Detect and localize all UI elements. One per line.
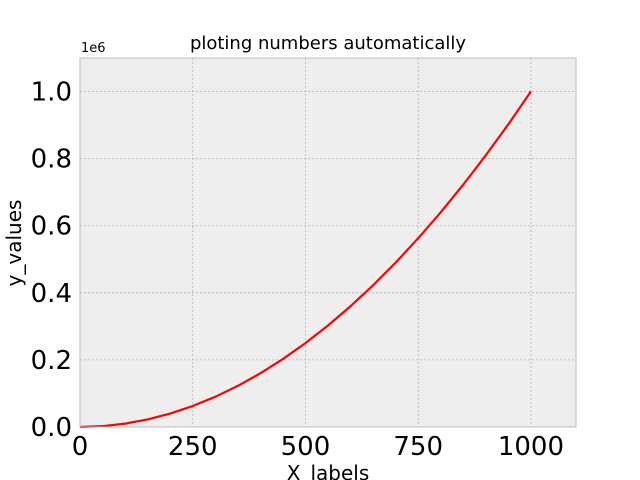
x-axis: 0 250 500 750 1000 <box>72 432 564 462</box>
y-tick-label: 0.6 <box>31 212 72 242</box>
x-tick-label: 750 <box>393 432 443 462</box>
y-tick-label: 0.8 <box>31 145 72 175</box>
y-axis: 0.0 0.2 0.4 0.6 0.8 1.0 <box>31 78 72 443</box>
x-tick-label: 0 <box>72 432 89 462</box>
chart-title: ploting numbers automatically <box>190 33 466 54</box>
plot-area <box>80 58 576 427</box>
series-line <box>79 90 532 429</box>
y-offset-label: 1e6 <box>81 41 106 56</box>
y-tick-label: 0.4 <box>31 279 72 309</box>
y-tick-label: 1.0 <box>31 78 72 108</box>
plot-frame <box>79 57 577 428</box>
x-tick-label: 500 <box>281 432 331 462</box>
x-tick-label: 250 <box>168 432 218 462</box>
y-tick-label: 0.2 <box>31 346 72 376</box>
x-axis-label: X_labels <box>287 461 370 480</box>
grid <box>79 58 576 428</box>
x-tick-label: 1000 <box>498 432 564 462</box>
series-group <box>79 90 532 429</box>
y-tick-label: 0.0 <box>31 413 72 443</box>
y-axis-label: y_values <box>2 200 26 287</box>
